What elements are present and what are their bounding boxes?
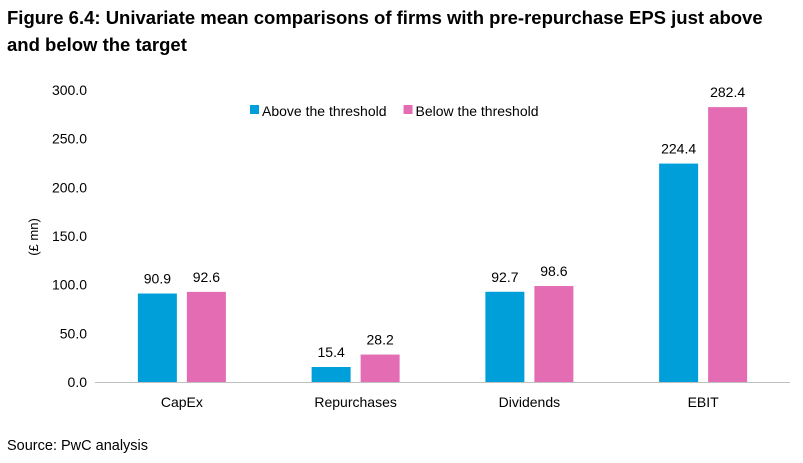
data-label: 92.6 (193, 269, 220, 285)
data-label: 15.4 (318, 344, 345, 360)
data-label: 282.4 (710, 84, 745, 100)
y-tick-label: 0.0 (68, 374, 88, 390)
data-label: 92.7 (491, 269, 518, 285)
bar-capex-below (186, 291, 226, 382)
data-label: 90.9 (144, 271, 171, 287)
y-tick-label: 250.0 (52, 131, 87, 147)
bar-repurchases-above (311, 367, 351, 382)
bar-dividends-below (534, 286, 574, 382)
y-tick-label: 150.0 (52, 228, 87, 244)
legend-swatch (250, 105, 259, 114)
bar-dividends-above (485, 291, 525, 382)
data-label: 98.6 (540, 263, 567, 279)
category-label: EBIT (688, 394, 720, 410)
bar-capex-above (137, 293, 177, 382)
source-note: Source: PwC analysis (7, 438, 149, 454)
y-axis-label: (£ mn) (26, 218, 41, 256)
y-tick-label: 200.0 (52, 179, 87, 195)
legend-label: Below the threshold (416, 103, 539, 119)
data-label: 28.2 (367, 332, 394, 348)
data-label: 224.4 (661, 141, 696, 157)
bar-ebit-below (708, 107, 748, 382)
figure-title: Figure 6.4: Univariate mean comparisons … (7, 7, 763, 55)
category-label: Dividends (499, 394, 560, 410)
y-tick-label: 50.0 (60, 325, 87, 341)
category-label: CapEx (161, 394, 203, 410)
y-tick-label: 300.0 (52, 82, 87, 98)
y-tick-label: 100.0 (52, 277, 87, 293)
legend-label: Above the threshold (262, 103, 387, 119)
bar-ebit-above (659, 163, 699, 382)
legend-swatch (403, 105, 413, 114)
bar-repurchases-below (360, 354, 400, 382)
category-label: Repurchases (314, 394, 397, 410)
